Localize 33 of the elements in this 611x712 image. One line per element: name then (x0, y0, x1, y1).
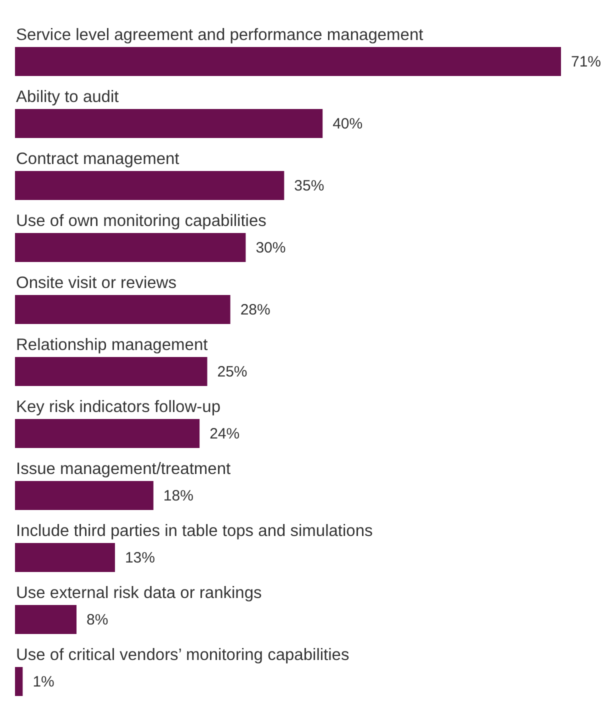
data-label: 40% (332, 116, 363, 132)
data-label: 13% (124, 550, 156, 566)
data-label: 8% (86, 612, 108, 628)
data-label: 28% (240, 302, 270, 318)
bar (15, 419, 200, 448)
y-tick-label: Key risk indicators follow-up (16, 398, 220, 416)
y-tick-label: Ability to audit (16, 88, 120, 106)
y-tick-label: Include third parties in table tops and simulations (16, 522, 373, 540)
data-label: 25% (217, 364, 248, 380)
y-tick-label: Service level agreement and performance management (16, 26, 424, 44)
y-tick-label: Use of own monitoring capabilities (16, 212, 266, 230)
bar (15, 171, 284, 200)
bar (15, 295, 230, 324)
bar (15, 543, 115, 572)
y-tick-label: Contract management (16, 150, 180, 168)
bar (15, 357, 208, 386)
y-tick-label: Use external risk data or rankings (16, 584, 262, 602)
bar (15, 109, 323, 138)
y-tick-label: Issue management/treatment (16, 460, 232, 478)
data-label: 18% (163, 488, 194, 504)
data-label: 24% (210, 426, 240, 442)
y-tick-label: Onsite visit or reviews (16, 274, 176, 292)
y-tick-label: Relationship management (16, 336, 208, 354)
bar (15, 481, 154, 510)
bar (15, 605, 77, 634)
data-label: 30% (256, 240, 286, 256)
data-label: 35% (294, 178, 324, 194)
y-tick-label: Use of critical vendors’ monitoring capabilities (16, 646, 350, 664)
bar (15, 233, 246, 262)
bar (15, 47, 561, 76)
bar (15, 667, 23, 696)
data-label: 71% (571, 54, 602, 70)
data-label: 1% (32, 674, 54, 690)
